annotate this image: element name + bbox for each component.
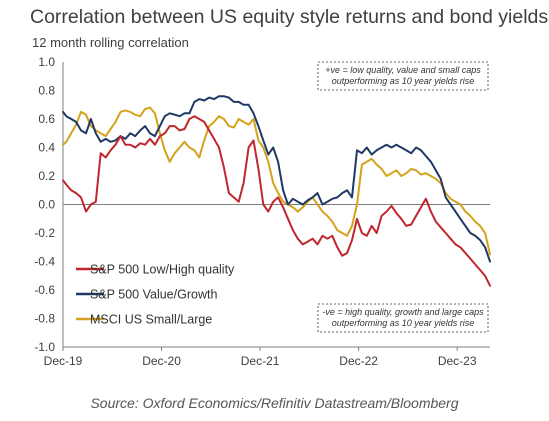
chart-subtitle: 12 month rolling correlation	[32, 35, 189, 50]
annotation-text: +ve = low quality, value and small caps	[325, 65, 481, 75]
y-tick-label: -0.4	[34, 255, 55, 269]
y-tick-label: -0.2	[34, 226, 55, 240]
legend-label: S&P 500 Value/Growth	[90, 288, 217, 302]
legend-label: MSCI US Small/Large	[90, 313, 212, 327]
y-tick-label: -0.8	[34, 312, 55, 326]
y-axis-ticks: 1.0 0.8 0.6 0.4 0.2 0.0 -0.2 -0.4 -0.6 -0.8 -1.0	[34, 55, 55, 354]
axes	[62, 62, 490, 348]
x-tick-label: Dec-23	[438, 354, 477, 368]
y-tick-label: 0.0	[38, 198, 55, 212]
annotation-box	[317, 61, 489, 91]
series-line-2	[62, 106, 491, 256]
chart-title: Correlation between US equity style retu…	[30, 6, 549, 28]
series-line-1	[62, 95, 491, 263]
y-tick-label: 0.4	[38, 141, 55, 155]
annotation-text: outperforming as 10 year yields rise	[332, 76, 475, 86]
annotation-box	[317, 303, 489, 333]
y-tick-label: 0.2	[38, 169, 55, 183]
x-tick-label: Dec-20	[142, 354, 181, 368]
series-lines	[62, 95, 491, 287]
legend-label: S&P 500 Low/High quality	[90, 263, 235, 277]
y-tick-label: -0.6	[34, 283, 55, 297]
x-tick-label: Dec-19	[44, 354, 83, 368]
y-tick-label: -1.0	[34, 340, 55, 354]
annotation-text: -ve = high quality, growth and large cap…	[322, 307, 484, 317]
series-line-0	[62, 115, 491, 287]
y-tick-label: 0.6	[38, 112, 55, 126]
chart-source: Source: Oxford Economics/Refinitiv Datas…	[90, 395, 459, 411]
annotations: +ve = low quality, value and small capso…	[317, 61, 489, 333]
annotation-text: outperforming as 10 year yields rise	[332, 318, 475, 328]
x-tick-label: Dec-22	[339, 354, 378, 368]
y-tick-label: 1.0	[38, 55, 55, 69]
legend: S&P 500 Low/High quality S&P 500 Value/Gr…	[76, 263, 235, 327]
x-axis-ticks: Dec-19 Dec-20 Dec-21 Dec-22 Dec-23	[44, 347, 477, 368]
x-tick-label: Dec-21	[241, 354, 280, 368]
y-tick-label: 0.8	[38, 84, 55, 98]
